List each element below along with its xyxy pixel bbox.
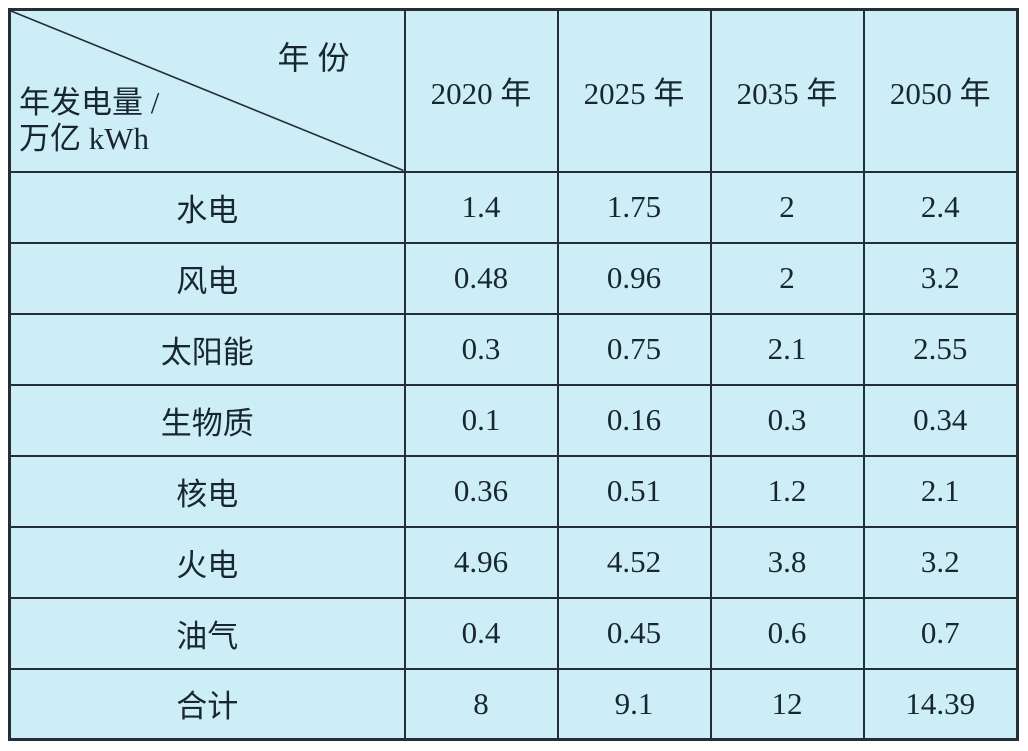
value-cell: 1.75: [556, 170, 712, 244]
table-row-solar: 太阳能 0.3 0.75 2.1 2.55: [8, 312, 1019, 386]
col-header-2020: 2020 年: [403, 8, 559, 173]
value-cell: 0.1: [403, 383, 559, 457]
table-row-oil-gas: 油气 0.4 0.45 0.6 0.7: [8, 596, 1019, 670]
row-label: 太阳能: [8, 312, 406, 386]
corner-axis-generation-label: 年发电量 / 万亿 kWh: [19, 85, 159, 157]
row-label: 水电: [8, 170, 406, 244]
value-cell: 4.52: [556, 525, 712, 599]
value-cell: 0.75: [556, 312, 712, 386]
value-cell: 1.4: [403, 170, 559, 244]
diagonal-divider-line: [11, 11, 404, 171]
value-cell: 8: [403, 667, 559, 741]
table-row-nuclear: 核电 0.36 0.51 1.2 2.1: [8, 454, 1019, 528]
annual-generation-table: 年份 年发电量 / 万亿 kWh 2020 年 2025 年 2035 年 20…: [8, 8, 1019, 741]
value-cell: 0.3: [709, 383, 865, 457]
row-label: 风电: [8, 241, 406, 315]
value-cell: 0.36: [403, 454, 559, 528]
row-label: 火电: [8, 525, 406, 599]
col-header-2025: 2025 年: [556, 8, 712, 173]
value-cell: 1.2: [709, 454, 865, 528]
col-header-2050: 2050 年: [862, 8, 1019, 173]
value-cell: 0.48: [403, 241, 559, 315]
value-cell: 0.51: [556, 454, 712, 528]
row-label: 合计: [8, 667, 406, 741]
header-row: 年份 年发电量 / 万亿 kWh 2020 年 2025 年 2035 年 20…: [8, 8, 1019, 173]
value-cell: 9.1: [556, 667, 712, 741]
row-label: 生物质: [8, 383, 406, 457]
value-cell: 3.8: [709, 525, 865, 599]
table-row-biomass: 生物质 0.1 0.16 0.3 0.34: [8, 383, 1019, 457]
value-cell: 12: [709, 667, 865, 741]
value-cell: 2.1: [862, 454, 1019, 528]
value-cell: 3.2: [862, 241, 1019, 315]
value-cell: 0.16: [556, 383, 712, 457]
corner-generation-line2: 万亿 kWh: [19, 120, 150, 156]
row-label: 核电: [8, 454, 406, 528]
table-row-hydro: 水电 1.4 1.75 2 2.4: [8, 170, 1019, 244]
generation-table: 年份 年发电量 / 万亿 kWh 2020 年 2025 年 2035 年 20…: [8, 8, 1019, 741]
table-row-total: 合计 8 9.1 12 14.39: [8, 667, 1019, 741]
value-cell: 2: [709, 170, 865, 244]
diagonal-corner-cell: 年份 年发电量 / 万亿 kWh: [8, 8, 406, 173]
value-cell: 2.1: [709, 312, 865, 386]
value-cell: 0.96: [556, 241, 712, 315]
value-cell: 2.4: [862, 170, 1019, 244]
value-cell: 0.4: [403, 596, 559, 670]
table-row-wind: 风电 0.48 0.96 2 3.2: [8, 241, 1019, 315]
corner-generation-line1: 年发电量 /: [19, 84, 160, 120]
value-cell: 0.45: [556, 596, 712, 670]
value-cell: 0.6: [709, 596, 865, 670]
col-header-2035: 2035 年: [709, 8, 865, 173]
value-cell: 0.7: [862, 596, 1019, 670]
value-cell: 2: [709, 241, 865, 315]
corner-axis-year-label: 年份: [277, 40, 358, 76]
value-cell: 0.3: [403, 312, 559, 386]
table-row-thermal: 火电 4.96 4.52 3.8 3.2: [8, 525, 1019, 599]
row-label: 油气: [8, 596, 406, 670]
value-cell: 2.55: [862, 312, 1019, 386]
value-cell: 0.34: [862, 383, 1019, 457]
value-cell: 4.96: [403, 525, 559, 599]
value-cell: 14.39: [862, 667, 1019, 741]
value-cell: 3.2: [862, 525, 1019, 599]
